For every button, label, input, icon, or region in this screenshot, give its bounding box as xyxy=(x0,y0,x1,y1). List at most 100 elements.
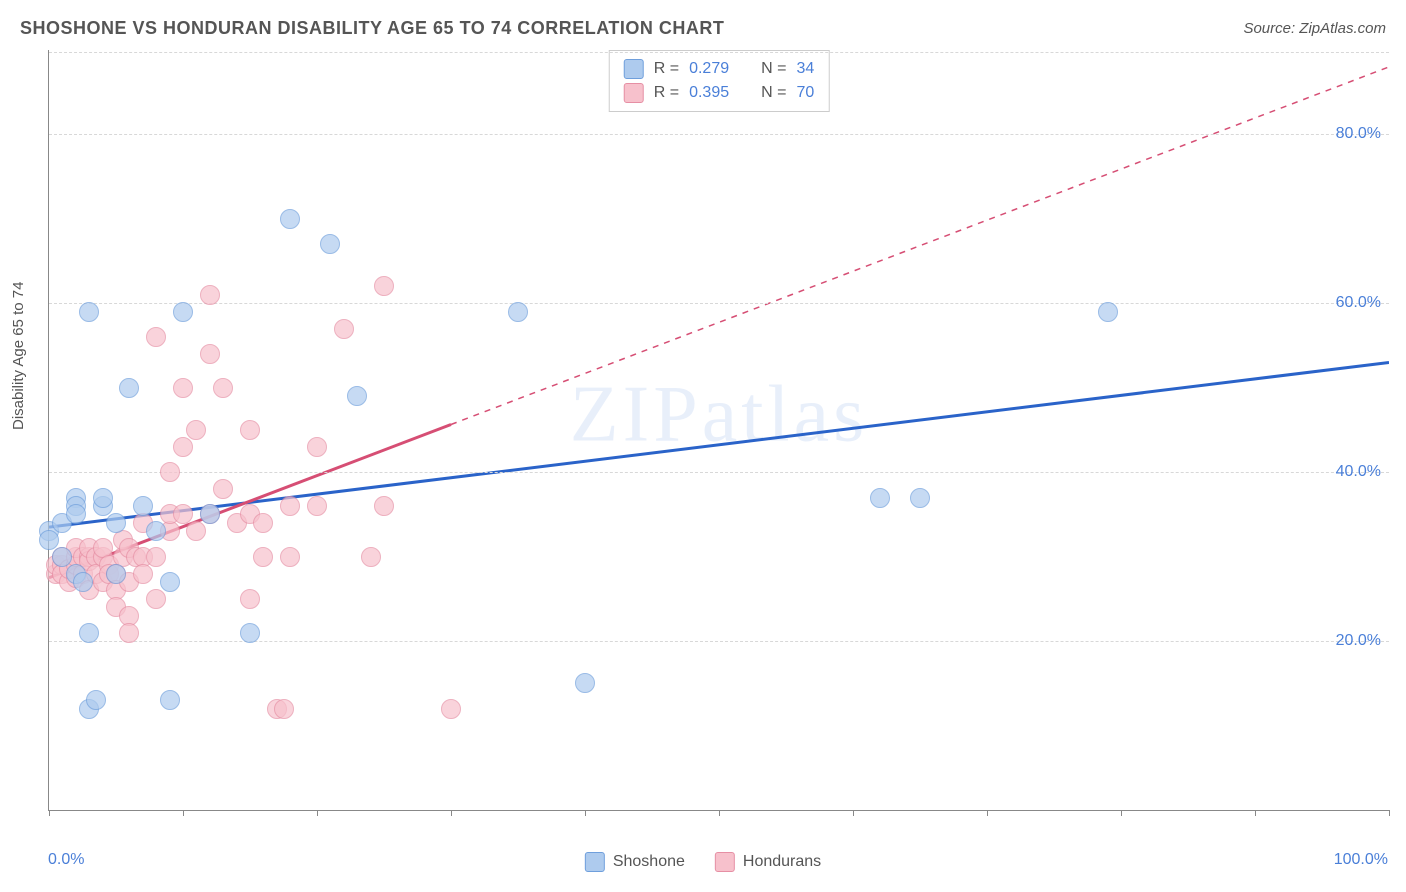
x-tick xyxy=(317,810,318,816)
data-point xyxy=(307,437,327,457)
x-tick xyxy=(585,810,586,816)
data-point xyxy=(200,344,220,364)
x-tick-label: 100.0% xyxy=(1334,851,1388,869)
data-point xyxy=(200,285,220,305)
data-point xyxy=(86,690,106,710)
gridline xyxy=(49,303,1389,304)
data-point xyxy=(213,378,233,398)
chart-plot-area: ZIPatlas R = 0.279N = 34R = 0.395N = 70 … xyxy=(48,50,1389,811)
data-point xyxy=(73,572,93,592)
stats-legend-row: R = 0.395 N = 70 xyxy=(624,81,815,105)
data-point xyxy=(253,513,273,533)
data-point xyxy=(240,623,260,643)
data-point xyxy=(361,547,381,567)
data-point xyxy=(173,437,193,457)
chart-title: SHOSHONE VS HONDURAN DISABILITY AGE 65 T… xyxy=(20,18,724,39)
data-point xyxy=(280,209,300,229)
data-point xyxy=(240,420,260,440)
data-point xyxy=(160,690,180,710)
data-point xyxy=(186,420,206,440)
legend-label: Shoshone xyxy=(613,853,685,871)
data-point xyxy=(146,521,166,541)
legend-r-value: 0.279 xyxy=(689,60,729,78)
chart-header: SHOSHONE VS HONDURAN DISABILITY AGE 65 T… xyxy=(20,18,1386,39)
legend-n-label: N = xyxy=(761,60,786,78)
x-tick xyxy=(853,810,854,816)
y-tick-label: 20.0% xyxy=(1336,632,1381,650)
data-point xyxy=(374,276,394,296)
watermark: ZIPatlas xyxy=(570,369,869,460)
x-tick xyxy=(49,810,50,816)
legend-item: Shoshone xyxy=(585,852,685,872)
data-point xyxy=(39,530,59,550)
data-point xyxy=(79,302,99,322)
data-point xyxy=(347,386,367,406)
chart-source: Source: ZipAtlas.com xyxy=(1243,20,1386,37)
legend-swatch xyxy=(624,59,644,79)
x-tick xyxy=(183,810,184,816)
data-point xyxy=(133,496,153,516)
data-point xyxy=(1098,302,1118,322)
x-tick xyxy=(1121,810,1122,816)
data-point xyxy=(146,547,166,567)
data-point xyxy=(280,547,300,567)
data-point xyxy=(160,462,180,482)
data-point xyxy=(160,572,180,592)
data-point xyxy=(119,623,139,643)
data-point xyxy=(146,589,166,609)
x-tick xyxy=(719,810,720,816)
data-point xyxy=(575,673,595,693)
legend-n-label: N = xyxy=(761,84,786,102)
data-point xyxy=(173,504,193,524)
data-point xyxy=(173,378,193,398)
gridline xyxy=(49,134,1389,135)
data-point xyxy=(508,302,528,322)
y-tick-label: 80.0% xyxy=(1336,125,1381,143)
data-point xyxy=(186,521,206,541)
legend-r-label: R = xyxy=(654,84,679,102)
data-point xyxy=(274,699,294,719)
data-point xyxy=(66,504,86,524)
x-tick xyxy=(987,810,988,816)
data-point xyxy=(441,699,461,719)
y-axis-label: Disability Age 65 to 74 xyxy=(10,282,27,430)
data-point xyxy=(870,488,890,508)
y-tick-label: 40.0% xyxy=(1336,463,1381,481)
gridline xyxy=(49,52,1389,53)
legend-n-value: 70 xyxy=(796,84,814,102)
data-point xyxy=(106,564,126,584)
data-point xyxy=(253,547,273,567)
gridline xyxy=(49,472,1389,473)
legend-swatch xyxy=(585,852,605,872)
data-point xyxy=(334,319,354,339)
legend-r-label: R = xyxy=(654,60,679,78)
legend-label: Hondurans xyxy=(743,853,821,871)
data-point xyxy=(93,488,113,508)
data-point xyxy=(79,623,99,643)
data-point xyxy=(173,302,193,322)
data-point xyxy=(280,496,300,516)
data-point xyxy=(52,547,72,567)
series-legend: Shoshone Hondurans xyxy=(585,852,821,872)
data-point xyxy=(133,564,153,584)
legend-r-value: 0.395 xyxy=(689,84,729,102)
data-point xyxy=(320,234,340,254)
x-tick xyxy=(451,810,452,816)
stats-legend: R = 0.279 N = 34 R = 0.395 N = 70 xyxy=(609,50,830,112)
x-tick-label: 0.0% xyxy=(48,851,84,869)
data-point xyxy=(307,496,327,516)
data-point xyxy=(146,327,166,347)
legend-n-value: 34 xyxy=(796,60,814,78)
legend-swatch xyxy=(715,852,735,872)
data-point xyxy=(106,513,126,533)
legend-item: Hondurans xyxy=(715,852,821,872)
data-point xyxy=(119,378,139,398)
data-point xyxy=(213,479,233,499)
data-point xyxy=(374,496,394,516)
x-tick xyxy=(1389,810,1390,816)
data-point xyxy=(240,589,260,609)
legend-swatch xyxy=(624,83,644,103)
y-tick-label: 60.0% xyxy=(1336,294,1381,312)
x-tick xyxy=(1255,810,1256,816)
data-point xyxy=(200,504,220,524)
